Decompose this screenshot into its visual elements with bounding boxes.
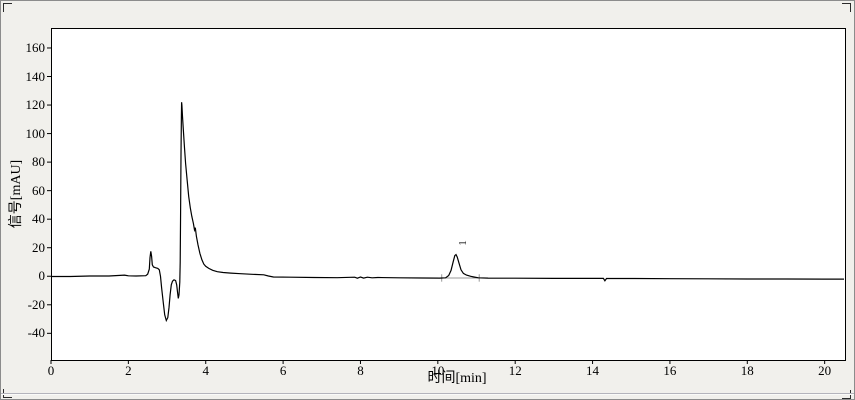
x-tick-label: 4	[202, 363, 209, 378]
x-tick-label: 0	[47, 363, 55, 378]
y-tick-label: 20	[32, 239, 45, 255]
bottom-divider-line	[1, 393, 854, 394]
x-tick-label: 10	[431, 363, 445, 378]
y-tick-label: -40	[27, 325, 45, 341]
y-tick-label: 140	[25, 68, 46, 84]
x-tick-label: 18	[740, 363, 754, 378]
x-tick-label: 8	[357, 363, 364, 378]
x-tick-label: 12	[508, 363, 522, 378]
x-tick-label: 16	[663, 363, 677, 378]
x-tick-label: 20	[818, 363, 832, 378]
y-axis-title: 信号[mAU]	[9, 159, 24, 229]
plot-area	[51, 28, 846, 361]
y-tick-label: 60	[32, 182, 45, 198]
y-tick-label: 80	[32, 154, 45, 170]
y-tick-label: 40	[32, 211, 45, 227]
y-tick-label: 120	[25, 97, 46, 113]
y-tick-label: 160	[25, 39, 46, 55]
y-tick-label: -20	[27, 296, 45, 312]
x-tick-label: 14	[586, 363, 600, 378]
x-axis-title: 时间[min]	[427, 371, 487, 386]
x-tick-label: 2	[125, 363, 132, 378]
y-tick-label: 0	[38, 268, 46, 284]
bottom-divider-highlight	[1, 394, 854, 395]
peak-number-label: 1	[456, 239, 469, 246]
y-tick-label: 100	[25, 125, 46, 141]
selection-handle-top-right[interactable]	[842, 3, 851, 12]
selection-handle-top-left[interactable]	[3, 3, 12, 12]
x-tick-label: 6	[279, 363, 287, 378]
